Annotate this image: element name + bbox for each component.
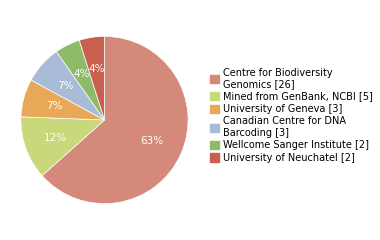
Wedge shape bbox=[56, 40, 104, 120]
Text: 63%: 63% bbox=[140, 136, 163, 146]
Text: 4%: 4% bbox=[88, 64, 105, 74]
Text: 4%: 4% bbox=[73, 69, 90, 78]
Wedge shape bbox=[31, 52, 104, 120]
Text: 7%: 7% bbox=[46, 101, 63, 111]
Legend: Centre for Biodiversity
Genomics [26], Mined from GenBank, NCBI [5], University : Centre for Biodiversity Genomics [26], M… bbox=[210, 67, 372, 163]
Wedge shape bbox=[42, 36, 188, 204]
Wedge shape bbox=[21, 117, 104, 176]
Text: 12%: 12% bbox=[44, 132, 67, 143]
Text: 7%: 7% bbox=[57, 80, 74, 90]
Wedge shape bbox=[79, 36, 105, 120]
Wedge shape bbox=[21, 80, 104, 120]
